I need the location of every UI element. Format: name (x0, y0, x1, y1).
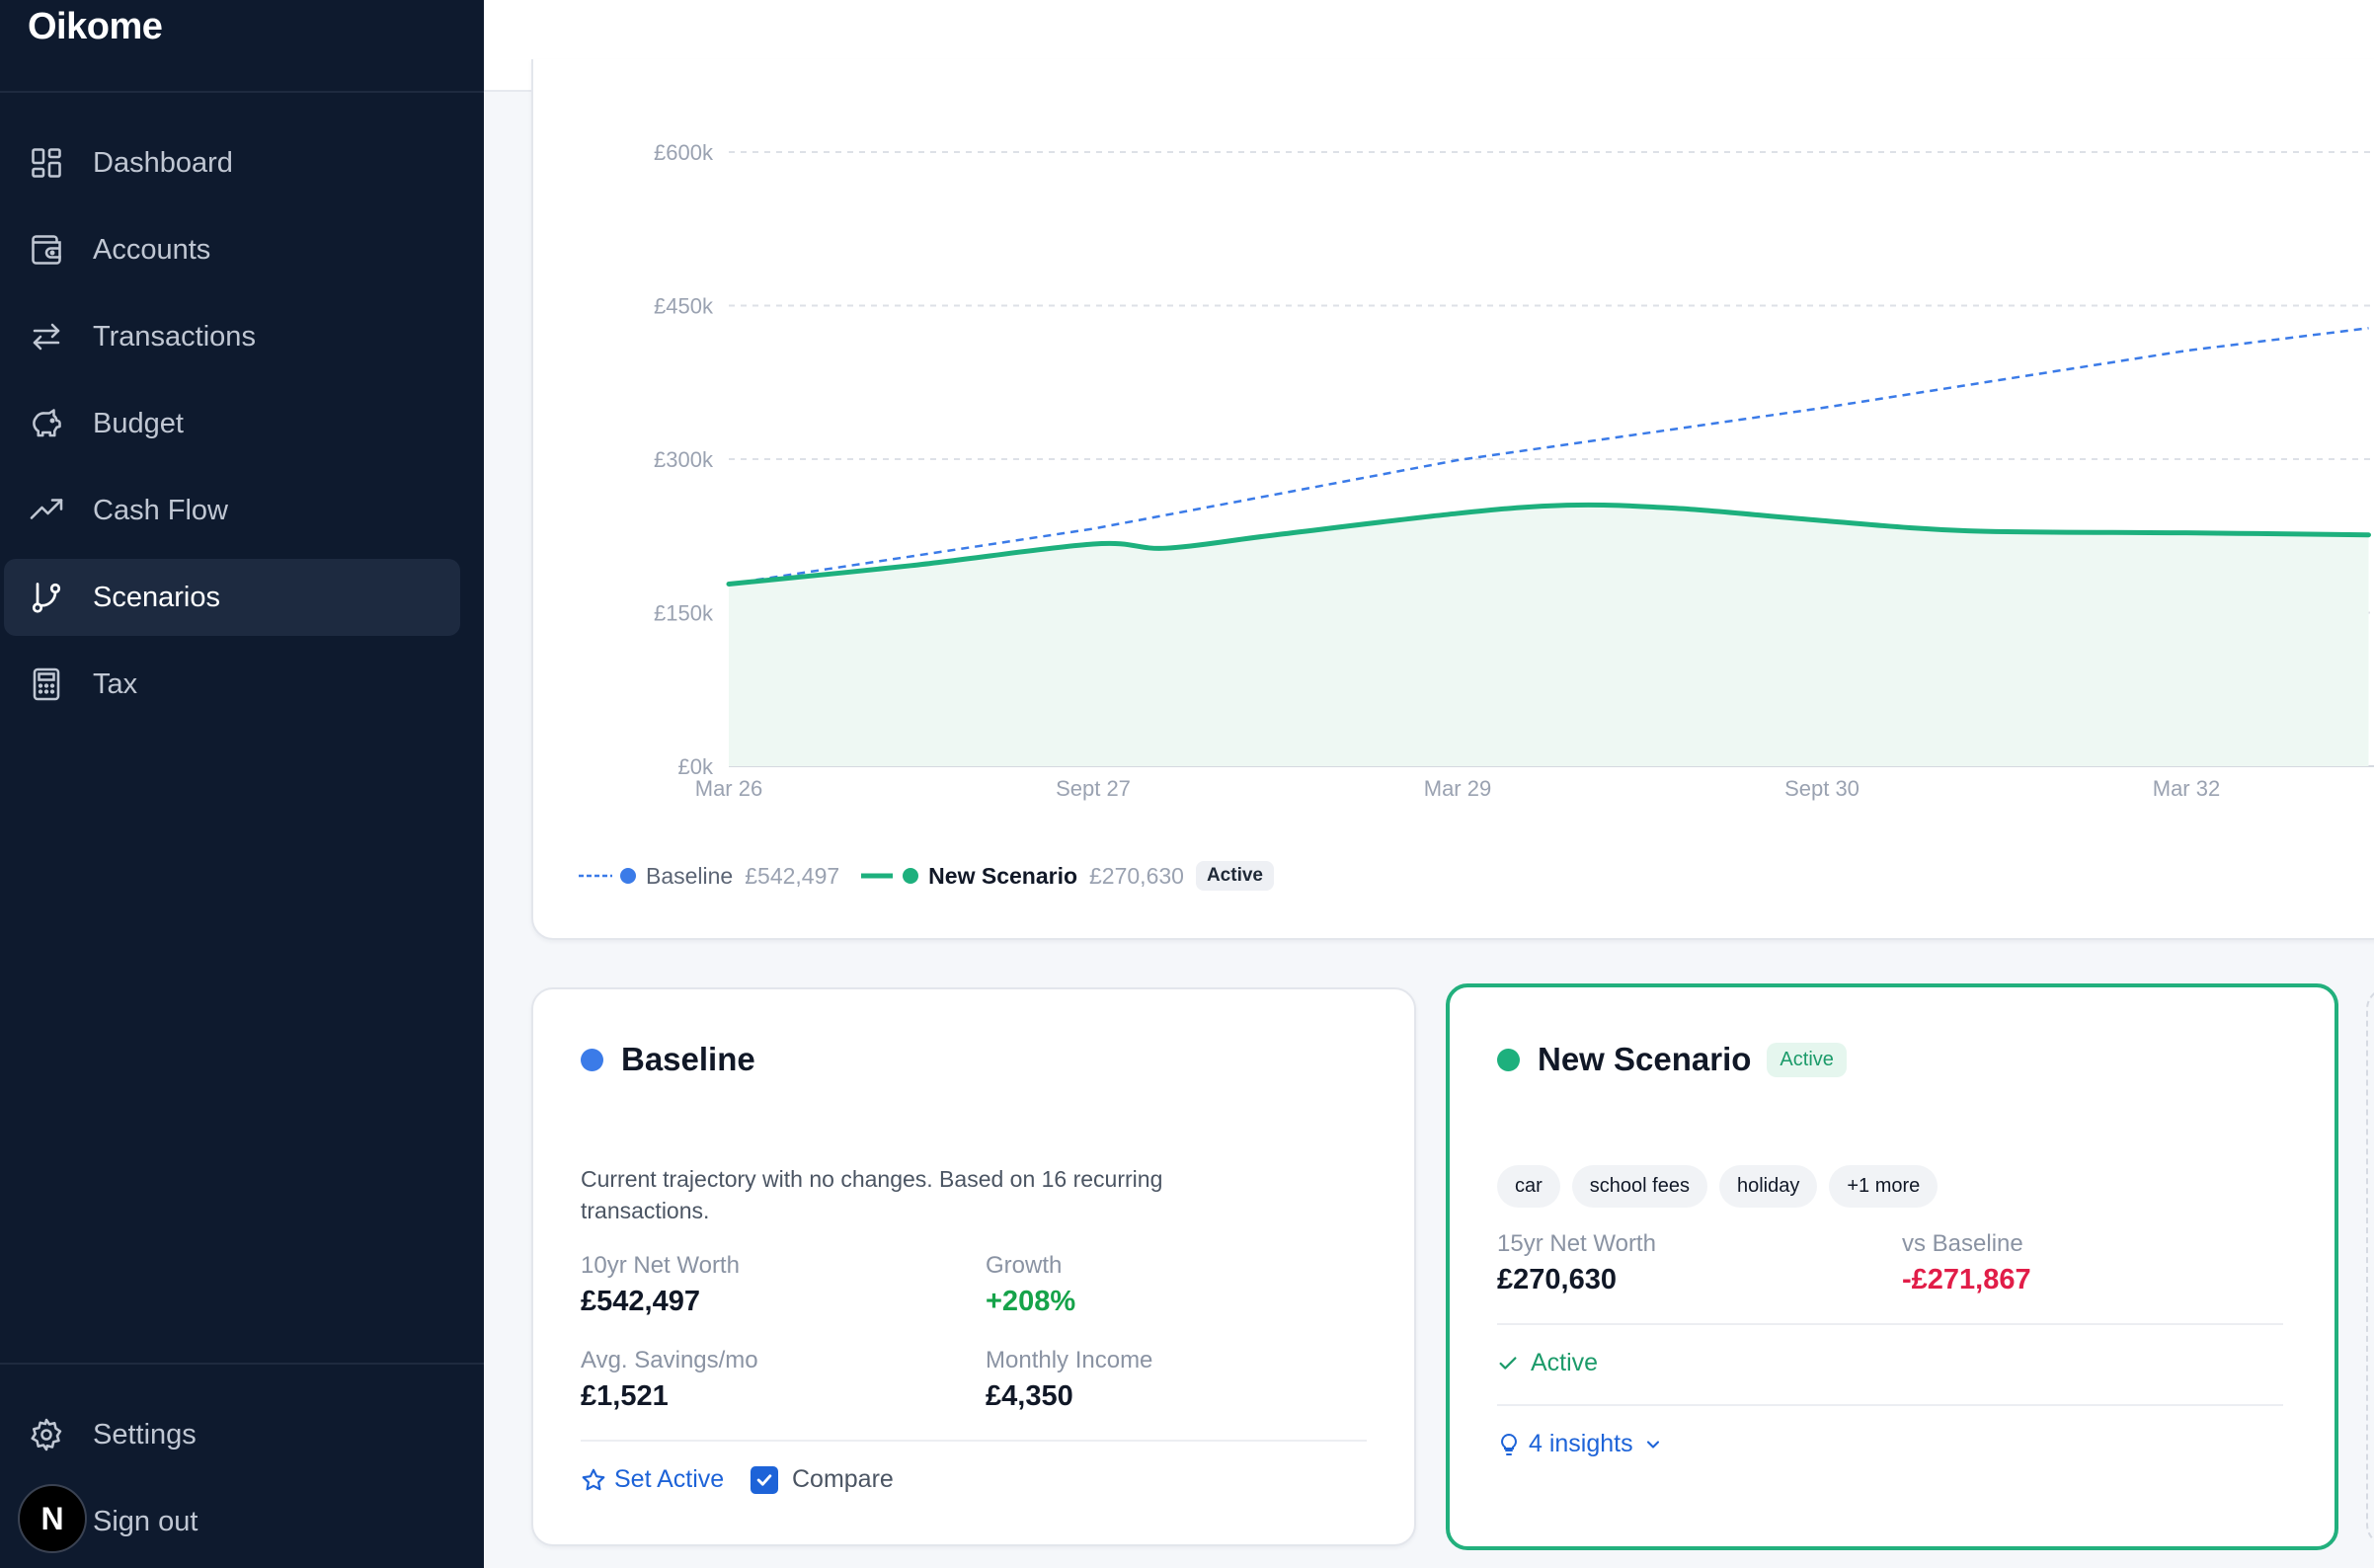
gear-icon (28, 1416, 65, 1453)
tag: car (1497, 1165, 1560, 1208)
lightbulb-icon (1501, 1433, 1517, 1455)
tag: holiday (1718, 1165, 1818, 1208)
x-tick-label: Mar 29 (1424, 776, 1491, 801)
stat-label: 10yr Net Worth (581, 1252, 740, 1279)
sign-out-button[interactable]: Sign out (4, 1483, 460, 1560)
sidebar-item-label: Transactions (93, 320, 256, 353)
growth-value: +208% (986, 1286, 1076, 1317)
brand-logo[interactable]: Oikome (28, 6, 163, 47)
y-tick-label: £450k (654, 294, 714, 319)
x-tick-label: Sept 27 (1056, 776, 1131, 801)
insights-label: 4 insights (1529, 1430, 1633, 1457)
check-icon (1499, 1356, 1517, 1370)
scenario-title-text: New Scenario (1538, 1041, 1752, 1077)
projection-chart-card: £0k £150k £300k £450k £600k Mar 26 Sept 27 Mar … (531, 59, 2374, 940)
piggy-bank-icon (28, 405, 65, 442)
baseline-title-text: Baseline (621, 1041, 755, 1077)
insights-toggle[interactable]: 4 insights (1497, 1430, 1663, 1458)
sidebar-item-budget[interactable]: Budget (4, 385, 460, 462)
sidebar-item-scenarios[interactable]: Scenarios (4, 559, 460, 636)
x-tick-label: Mar 26 (695, 776, 762, 801)
y-tick-label: £0k (678, 754, 714, 779)
sidebar-item-label: Tax (93, 667, 138, 700)
sidebar-divider (0, 91, 484, 93)
legend-active-badge: Active (1195, 861, 1274, 891)
sidebar-item-label: Accounts (93, 233, 211, 266)
legend-scenario-swatch (861, 868, 919, 884)
card-divider (1497, 1404, 2283, 1406)
compare-checkbox[interactable]: Compare (751, 1465, 894, 1494)
stat-value: £542,497 (581, 1286, 700, 1317)
y-tick-label: £600k (654, 140, 714, 165)
stat-label: Growth (986, 1252, 1063, 1279)
checkbox-checked-icon[interactable] (751, 1465, 778, 1494)
legend-baseline-swatch (579, 868, 636, 884)
baseline-line (728, 327, 2369, 586)
legend-scenario-value: £270,630 (1089, 862, 1184, 889)
sidebar-item-label: Cash Flow (93, 494, 228, 526)
settings-label: Settings (93, 1418, 197, 1450)
x-tick-label: Mar 32 (2153, 776, 2220, 801)
active-status: Active (1497, 1349, 1598, 1377)
active-status-label: Active (1531, 1349, 1599, 1376)
new-scenario-area (729, 505, 2369, 766)
active-badge: Active (1767, 1042, 1847, 1077)
add-scenario-card[interactable] (2366, 987, 2374, 1546)
stat-value: £4,350 (986, 1380, 1073, 1412)
sidebar-item-label: Scenarios (93, 581, 220, 613)
stat-label: Monthly Income (986, 1347, 1153, 1373)
scenario-tags: car school fees holiday +1 more (1497, 1165, 1949, 1208)
new-scenario-card[interactable] (1446, 983, 2338, 1550)
sidebar-item-settings[interactable]: Settings (4, 1396, 460, 1473)
sidebar-item-label: Dashboard (93, 146, 233, 179)
baseline-card-title: Baseline (581, 1041, 755, 1078)
arrows-left-right-icon (28, 318, 65, 355)
sidebar-item-accounts[interactable]: Accounts (4, 211, 460, 288)
new-scenario-line (726, 502, 2371, 587)
scenario-card-title: New Scenario Active (1497, 1041, 1847, 1078)
stat-label: 15yr Net Worth (1497, 1230, 1656, 1257)
y-tick-label: £150k (654, 601, 714, 626)
dashboard-grid-icon (28, 144, 65, 182)
legend-scenario-name: New Scenario (928, 862, 1078, 889)
baseline-scenario-card[interactable] (531, 987, 1416, 1546)
sidebar-item-label: Budget (93, 407, 184, 439)
stat-value: £1,521 (581, 1380, 669, 1412)
set-active-label: Set Active (614, 1465, 725, 1493)
card-divider (581, 1440, 1367, 1442)
chart-legend: Baseline £542,497 New Scenario £270,630 … (579, 859, 1274, 893)
sidebar-item-cash-flow[interactable]: Cash Flow (4, 472, 460, 549)
sidebar-item-tax[interactable]: Tax (4, 646, 460, 723)
stat-label: vs Baseline (1902, 1230, 2023, 1257)
legend-baseline-name: Baseline (646, 862, 734, 889)
avatar[interactable]: N (18, 1484, 87, 1553)
sidebar-item-dashboard[interactable]: Dashboard (4, 124, 460, 201)
y-tick-label: £300k (654, 447, 714, 472)
sidebar-item-transactions[interactable]: Transactions (4, 298, 460, 375)
git-branch-icon (28, 579, 65, 616)
sidebar: Oikome Dashboard Accounts Transactions B… (0, 0, 484, 1568)
star-icon (582, 1468, 605, 1490)
card-divider (1497, 1323, 2283, 1325)
calculator-icon (28, 666, 65, 703)
more-tags-button[interactable]: +1 more (1829, 1165, 1939, 1208)
wallet-icon (28, 231, 65, 269)
vs-baseline-value: -£271,867 (1902, 1264, 2031, 1295)
stat-value: £270,630 (1497, 1264, 1617, 1295)
sidebar-divider (0, 1363, 484, 1365)
baseline-color-dot (581, 1048, 603, 1071)
set-active-button[interactable]: Set Active (581, 1465, 724, 1494)
trending-up-icon (28, 492, 65, 529)
projection-chart: £0k £150k £300k £450k £600k Mar 26 Sept 27 Mar … (654, 140, 2374, 801)
compare-label: Compare (792, 1465, 894, 1493)
baseline-description: Current trajectory with no changes. Base… (581, 1166, 1163, 1223)
legend-baseline-value: £542,497 (745, 862, 840, 889)
x-tick-label: Sept 30 (1784, 776, 1860, 801)
chevron-down-icon (1646, 1440, 1659, 1449)
sign-out-label: Sign out (93, 1505, 198, 1537)
tag: school fees (1571, 1165, 1707, 1208)
scenario-color-dot (1497, 1048, 1520, 1071)
stat-label: Avg. Savings/mo (581, 1347, 758, 1373)
